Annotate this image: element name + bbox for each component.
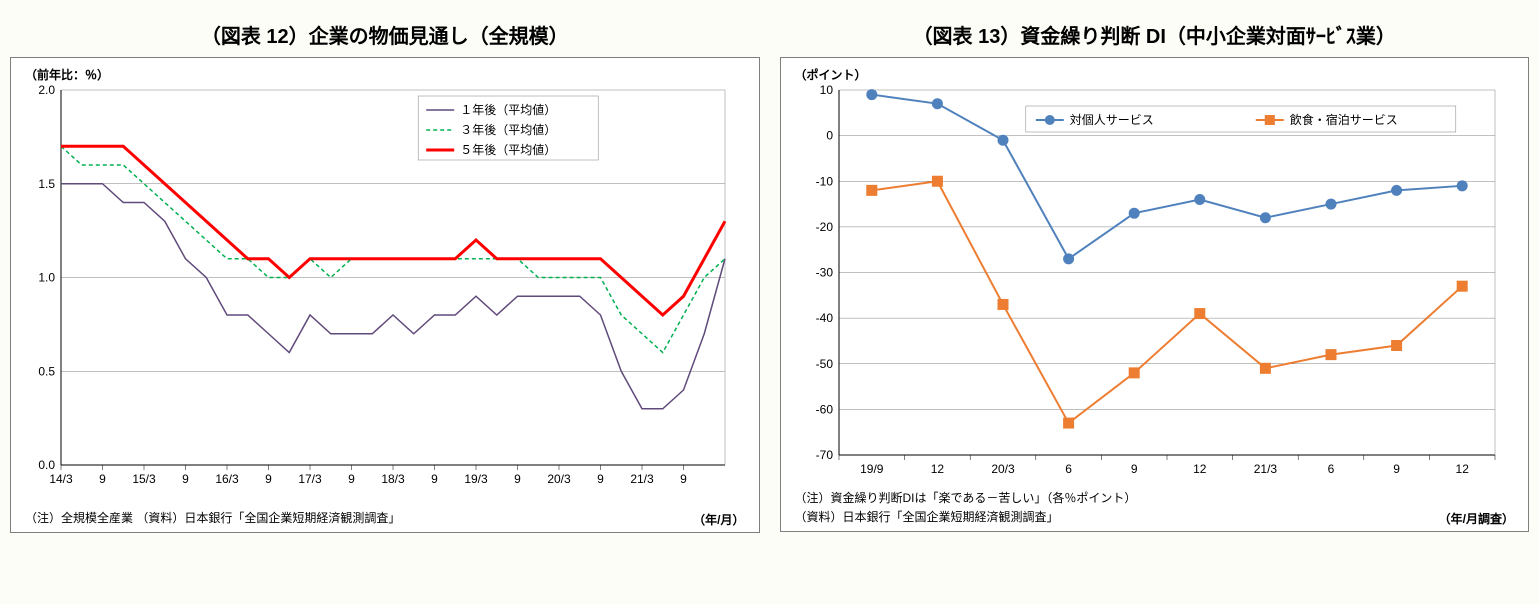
xtick-label: 9 bbox=[431, 472, 438, 486]
marker-square bbox=[1260, 363, 1270, 373]
marker-circle bbox=[1457, 181, 1467, 191]
chart-svg-right: -70 -60 -50 -40 -30 -20 -10 0 10 19/9 12 20/3 6 9 12 21… bbox=[795, 85, 1505, 485]
xtick-label: 6 bbox=[1327, 462, 1334, 476]
marker-circle bbox=[998, 135, 1008, 145]
xtick-label: 12 bbox=[930, 462, 944, 476]
marker-square bbox=[1391, 341, 1401, 351]
series-line bbox=[61, 146, 725, 315]
marker-square bbox=[1129, 368, 1139, 378]
xlabel-left: （年/月） bbox=[693, 511, 744, 528]
xlabel-right: （年/月調査） bbox=[1439, 510, 1514, 527]
marker-square bbox=[1457, 281, 1467, 291]
xtick-label: 9 bbox=[514, 472, 521, 486]
marker-circle bbox=[1326, 199, 1336, 209]
series-line bbox=[61, 146, 725, 352]
marker-square bbox=[1194, 309, 1204, 319]
ytick-label: -20 bbox=[815, 220, 833, 234]
marker-circle bbox=[1194, 195, 1204, 205]
chart-box-left: （前年比：％） 0.0 0.5 1.0 1.5 2.0 14/3 9 15/3 9 16/3 9 17… bbox=[10, 57, 760, 533]
ytick-label: 1.5 bbox=[38, 177, 55, 191]
marker-square bbox=[998, 299, 1008, 309]
ytick-label: 2.0 bbox=[38, 85, 55, 97]
marker-square bbox=[932, 176, 942, 186]
marker-circle bbox=[932, 99, 942, 109]
ytick-label: 1.0 bbox=[38, 271, 55, 285]
chart-title-right: （図表 13）資金繰り判断 DI（中小企業対面ｻｰﾋﾞｽ業） bbox=[780, 20, 1530, 49]
marker-circle bbox=[866, 90, 876, 100]
ytick-label: -30 bbox=[815, 266, 833, 280]
ytick-label: 0.5 bbox=[38, 364, 55, 378]
xtick-label: 9 bbox=[348, 472, 355, 486]
ytick-label: 0.0 bbox=[38, 458, 55, 472]
marker-circle bbox=[1260, 213, 1270, 223]
marker-circle bbox=[1063, 254, 1073, 264]
ylabel-left: （前年比：％） bbox=[25, 66, 745, 83]
xtick-label: 19/9 bbox=[860, 462, 884, 476]
series-line bbox=[61, 184, 725, 409]
ytick-label: -10 bbox=[815, 174, 833, 188]
xtick-label: 19/3 bbox=[464, 472, 488, 486]
xtick-label: 17/3 bbox=[298, 472, 322, 486]
xtick-label: 9 bbox=[680, 472, 687, 486]
chart-title-left: （図表 12）企業の物価見通し（全規模） bbox=[10, 20, 760, 49]
ytick-label: 0 bbox=[826, 129, 833, 143]
note-right-1: （注）資金繰り判断DIは「楽である－苦しい」（各％ポイント） bbox=[795, 489, 1515, 508]
marker-square bbox=[866, 185, 876, 195]
legend-label: ３年後（平均値） bbox=[460, 122, 556, 137]
ytick-label: -40 bbox=[815, 311, 833, 325]
legend-label: ５年後（平均値） bbox=[460, 142, 556, 157]
marker-circle bbox=[1391, 185, 1401, 195]
note-right-2: （資料）日本銀行「全国企業短期経済観測調査」 bbox=[795, 508, 1515, 527]
xtick-label: 9 bbox=[597, 472, 604, 486]
ytick-label: -70 bbox=[815, 448, 833, 462]
legend-label: 飲食・宿泊サービス bbox=[1289, 112, 1397, 127]
xtick-label: 16/3 bbox=[215, 472, 239, 486]
xtick-label: 9 bbox=[99, 472, 106, 486]
series-line bbox=[871, 181, 1461, 423]
xtick-label: 21/3 bbox=[630, 472, 654, 486]
xtick-label: 9 bbox=[182, 472, 189, 486]
ytick-label: -50 bbox=[815, 357, 833, 371]
xtick-label: 9 bbox=[265, 472, 272, 486]
xtick-label: 20/3 bbox=[547, 472, 571, 486]
legend-label: １年後（平均値） bbox=[460, 102, 556, 117]
xtick-label: 9 bbox=[1130, 462, 1137, 476]
xtick-label: 12 bbox=[1455, 462, 1469, 476]
xtick-label: 20/3 bbox=[991, 462, 1015, 476]
ylabel-right: （ポイント） bbox=[795, 66, 1515, 83]
marker-square bbox=[1063, 418, 1073, 428]
note-left-1: （注）全規模全産業 （資料）日本銀行「全国企業短期経済観測調査」 bbox=[25, 511, 400, 525]
xtick-label: 12 bbox=[1193, 462, 1207, 476]
xtick-label: 21/3 bbox=[1253, 462, 1277, 476]
xtick-label: 18/3 bbox=[381, 472, 405, 486]
ytick-label: 10 bbox=[819, 85, 833, 97]
chart-svg-left: 0.0 0.5 1.0 1.5 2.0 14/3 9 15/3 9 16/3 9 17/3 9 18/3 9… bbox=[25, 85, 735, 505]
xtick-label: 14/3 bbox=[49, 472, 73, 486]
marker-square bbox=[1326, 350, 1336, 360]
xtick-label: 9 bbox=[1393, 462, 1400, 476]
chart-panel-left: （図表 12）企業の物価見通し（全規模） （前年比：％） 0.0 0.5 1.0 1.… bbox=[10, 20, 760, 533]
xtick-label: 6 bbox=[1065, 462, 1072, 476]
legend-label: 対個人サービス bbox=[1069, 113, 1153, 127]
marker-circle bbox=[1129, 208, 1139, 218]
chart-box-right: （ポイント） -70 -60 -50 -40 -30 -20 -10 0 10 19/9 12 20/… bbox=[780, 57, 1530, 532]
chart-panel-right: （図表 13）資金繰り判断 DI（中小企業対面ｻｰﾋﾞｽ業） （ポイント） -7… bbox=[780, 20, 1530, 533]
ytick-label: -60 bbox=[815, 402, 833, 416]
xtick-label: 15/3 bbox=[132, 472, 156, 486]
